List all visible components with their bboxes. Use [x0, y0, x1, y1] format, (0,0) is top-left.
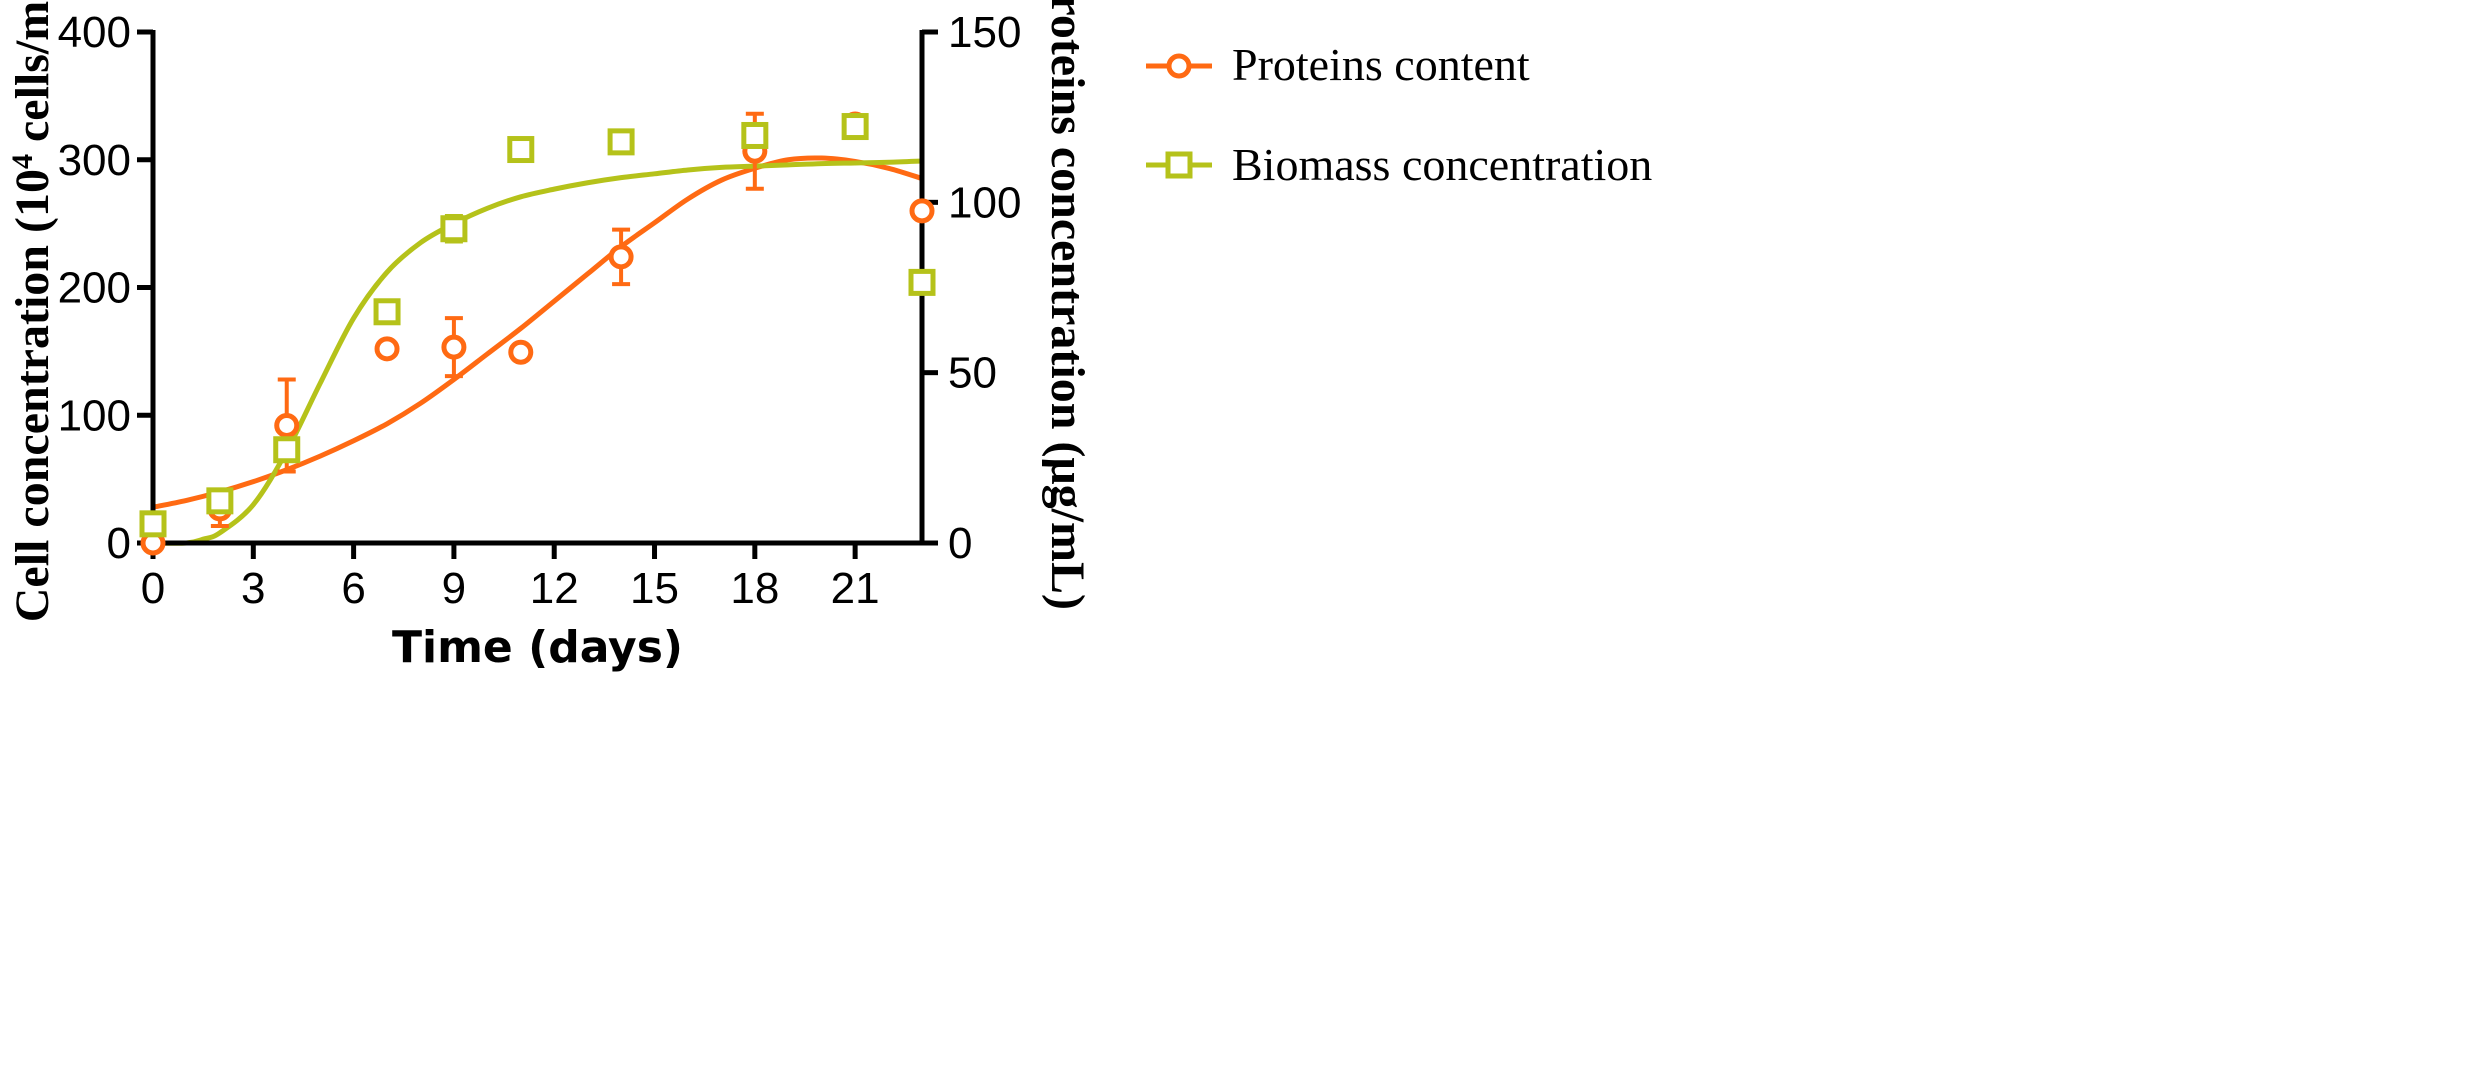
fit-curve-proteins	[152, 155, 923, 510]
x-tick-label: 9	[442, 564, 466, 613]
data-point-proteins	[909, 198, 935, 224]
right-y-tick-label: 100	[948, 178, 1021, 227]
left-y-tick-label: 0	[107, 519, 131, 568]
axes	[150, 30, 925, 546]
legend-marker-biomass	[1165, 151, 1193, 179]
left-y-tick-label: 300	[58, 136, 131, 185]
left-y-axis-title: Cell concentration (104 cells/mL)	[6, 0, 60, 622]
data-point-proteins	[441, 334, 467, 360]
x-tick-label: 21	[831, 564, 880, 613]
right-y-tick-label: 150	[948, 8, 1021, 57]
data-point-proteins	[274, 412, 300, 438]
data-point-biomass	[206, 487, 234, 515]
data-point-biomass	[373, 298, 401, 326]
ticks: 0 3 6 9 12 15 18 21 0 100 200 300 400 0 50 100 150	[58, 8, 1022, 613]
x-tick-label: 15	[630, 564, 679, 613]
left-y-tick-label: 100	[58, 391, 131, 440]
legend-item-biomass: Biomass concentration	[1146, 139, 1652, 190]
data-point-proteins	[374, 336, 400, 362]
data-point-proteins	[508, 339, 534, 365]
left-y-axis-title-suffix: cells/mL)	[6, 0, 59, 154]
x-tick-label: 0	[141, 564, 165, 613]
data-point-biomass	[273, 436, 301, 464]
left-y-axis-title-superscript: 4	[6, 154, 39, 169]
right-y-tick-label: 50	[948, 349, 997, 398]
legend-marker-proteins	[1166, 53, 1192, 79]
x-tick-label: 18	[730, 564, 779, 613]
left-y-axis-title-prefix: Cell concentration (10	[6, 169, 59, 622]
legend-item-proteins: Proteins content	[1146, 39, 1530, 90]
fit-curve-biomass	[152, 158, 923, 546]
data-point-biomass	[139, 510, 167, 538]
plot-area	[152, 155, 923, 546]
data-point-biomass	[841, 113, 869, 141]
x-tick-label: 6	[341, 564, 365, 613]
left-y-tick-label: 200	[58, 264, 131, 313]
right-y-tick-label: 0	[948, 519, 972, 568]
x-tick-label: 12	[530, 564, 579, 613]
data-marks	[139, 111, 936, 556]
data-point-biomass	[440, 215, 468, 243]
left-y-tick-label: 400	[58, 8, 131, 57]
data-point-proteins	[608, 244, 634, 270]
right-y-axis-title: Proteins concentration (μg/mL)	[1041, 0, 1094, 610]
data-point-biomass	[507, 136, 535, 164]
data-point-biomass	[607, 128, 635, 156]
x-tick-label: 3	[241, 564, 265, 613]
legend: Proteins content Biomass concentration	[1146, 39, 1652, 190]
legend-label-proteins: Proteins content	[1232, 39, 1530, 90]
data-point-biomass	[741, 121, 769, 149]
data-point-biomass	[908, 268, 936, 296]
legend-label-biomass: Biomass concentration	[1232, 139, 1652, 190]
x-axis-title: Time (days)	[392, 622, 683, 673]
